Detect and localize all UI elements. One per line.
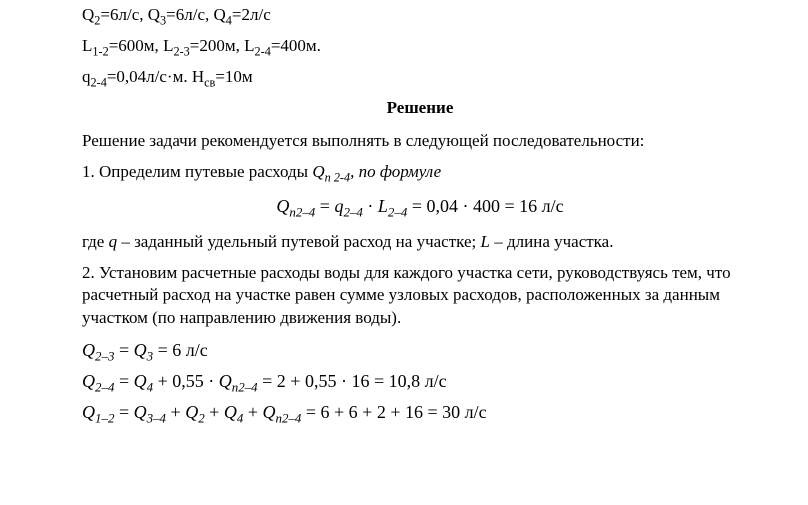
sym: L: [82, 36, 92, 55]
sub: п2–4: [232, 380, 258, 395]
unit: л/с: [542, 196, 564, 216]
sub: 2-4: [255, 44, 271, 58]
sub: п2–4: [289, 204, 315, 219]
sym: Q: [276, 196, 289, 216]
formula-qp: Qп2–4 = q2–4 · L2–4 = 0,04 · 400 = 16 л/…: [82, 194, 758, 221]
sym: Q: [312, 162, 324, 181]
sub: 2-3: [173, 44, 189, 58]
op: =: [114, 340, 133, 360]
unit: л/с: [186, 340, 208, 360]
val: =0,04л/с·м.: [107, 67, 192, 86]
unit: л/с: [425, 371, 447, 391]
sym: Q: [134, 402, 147, 422]
text: где: [82, 232, 109, 251]
nums: = 0,04 · 400 = 16: [407, 196, 541, 216]
text: 1. Определим путевые расходы: [82, 162, 312, 181]
sym: Q: [214, 5, 226, 24]
given-line-3: q2-4=0,04л/с·м. Hсв=10м: [82, 66, 758, 91]
sub: 2–3: [95, 349, 114, 364]
step-2: 2. Установим расчетные расходы воды для …: [82, 262, 758, 331]
val: =200м,: [190, 36, 244, 55]
sym: Q: [134, 371, 147, 391]
sym: q: [82, 67, 91, 86]
intro-paragraph: Решение задачи рекомендуется выполнять в…: [82, 130, 758, 153]
sym: Q: [148, 5, 160, 24]
sym: L: [378, 196, 388, 216]
nums: = 6 + 6 + 2 + 16 = 30: [301, 402, 464, 422]
op: =: [114, 402, 133, 422]
op: ·: [363, 196, 378, 216]
op: + 0,55 ·: [153, 371, 219, 391]
val: =6л/с,: [166, 5, 213, 24]
text: , по формуле: [350, 162, 441, 181]
sym: L: [244, 36, 254, 55]
eq-q12: Q1–2 = Q3–4 + Q2 + Q4 + Qп2–4 = 6 + 6 + …: [82, 400, 758, 427]
sym: Q: [262, 402, 275, 422]
nums: = 2 + 0,55 · 16 = 10,8: [258, 371, 425, 391]
eq: =: [315, 196, 334, 216]
sym: Q: [82, 402, 95, 422]
sym: L: [163, 36, 173, 55]
eq-q24: Q2–4 = Q4 + 0,55 · Qп2–4 = 2 + 0,55 · 16…: [82, 369, 758, 396]
sub: 2–4: [95, 380, 114, 395]
text: – заданный удельный путевой расход на уч…: [117, 232, 480, 251]
val: =2л/с: [232, 5, 271, 24]
op: =: [114, 371, 133, 391]
where-paragraph: где q – заданный удельный путевой расход…: [82, 231, 758, 254]
op: +: [166, 402, 185, 422]
sub: 3–4: [147, 411, 166, 426]
sym: Q: [134, 340, 147, 360]
eq-q23: Q2–3 = Q3 = 6 л/с: [82, 338, 758, 365]
sym: Q: [224, 402, 237, 422]
unit: л/с: [465, 402, 487, 422]
nums: = 6: [153, 340, 186, 360]
given-line-2: L1-2=600м, L2-3=200м, L2-4=400м.: [82, 35, 758, 60]
sym: Q: [82, 371, 95, 391]
step-1: 1. Определим путевые расходы Qп 2-4, по …: [82, 161, 758, 186]
sym: H: [192, 67, 204, 86]
sym: L: [481, 232, 490, 251]
given-line-1: Q2=6л/с, Q3=6л/с, Q4=2л/с: [82, 4, 758, 29]
sym: Q: [82, 5, 94, 24]
val: =600м,: [109, 36, 163, 55]
val: =400м.: [271, 36, 321, 55]
given-data: Q2=6л/с, Q3=6л/с, Q4=2л/с L1-2=600м, L2-…: [82, 4, 758, 91]
sym: Q: [82, 340, 95, 360]
sym: Q: [219, 371, 232, 391]
sub: 2–4: [343, 204, 362, 219]
op: +: [243, 402, 262, 422]
sub: п 2-4: [325, 170, 350, 184]
solution-heading: Решение: [82, 97, 758, 120]
text: – длина участка.: [490, 232, 614, 251]
sub: 1–2: [95, 411, 114, 426]
val: =10м: [215, 67, 252, 86]
sub: 2-4: [91, 75, 107, 89]
sub: 2–4: [388, 204, 407, 219]
val: =6л/с,: [100, 5, 147, 24]
sym: Q: [185, 402, 198, 422]
sub: 1-2: [92, 44, 108, 58]
sym: q: [109, 232, 118, 251]
sub: п2–4: [275, 411, 301, 426]
sub: св: [204, 75, 215, 89]
op: +: [205, 402, 224, 422]
